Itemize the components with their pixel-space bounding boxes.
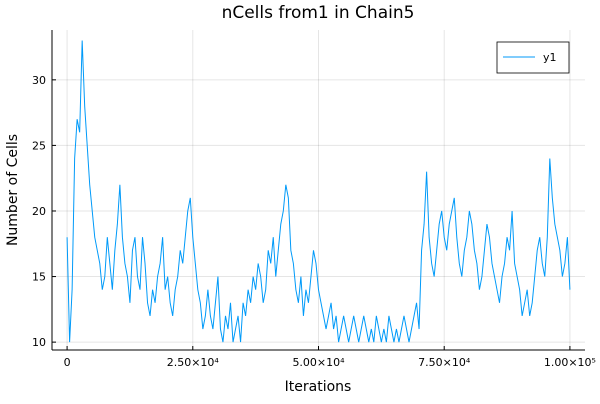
legend-label: y1 bbox=[543, 51, 557, 64]
y-tick-label: 25 bbox=[32, 139, 46, 152]
x-tick-label: 1.00×10⁵ bbox=[544, 356, 596, 369]
y-tick-label: 15 bbox=[32, 271, 46, 284]
x-tick-label: 7.50×10⁴ bbox=[418, 356, 471, 369]
x-tick-label: 2.50×10⁴ bbox=[167, 356, 220, 369]
y-tick-label: 10 bbox=[32, 336, 46, 349]
x-axis-label: Iterations bbox=[285, 379, 352, 395]
y-tick-label: 30 bbox=[32, 74, 46, 87]
y-axis-label: Number of Cells bbox=[5, 134, 21, 246]
data-line bbox=[66, 40, 571, 343]
y-tick-label: 20 bbox=[32, 205, 46, 218]
chart-title: nCells from1 in Chain5 bbox=[222, 3, 415, 23]
x-tick-label: 0 bbox=[64, 356, 71, 369]
x-tick-label: 5.00×10⁴ bbox=[292, 356, 345, 369]
